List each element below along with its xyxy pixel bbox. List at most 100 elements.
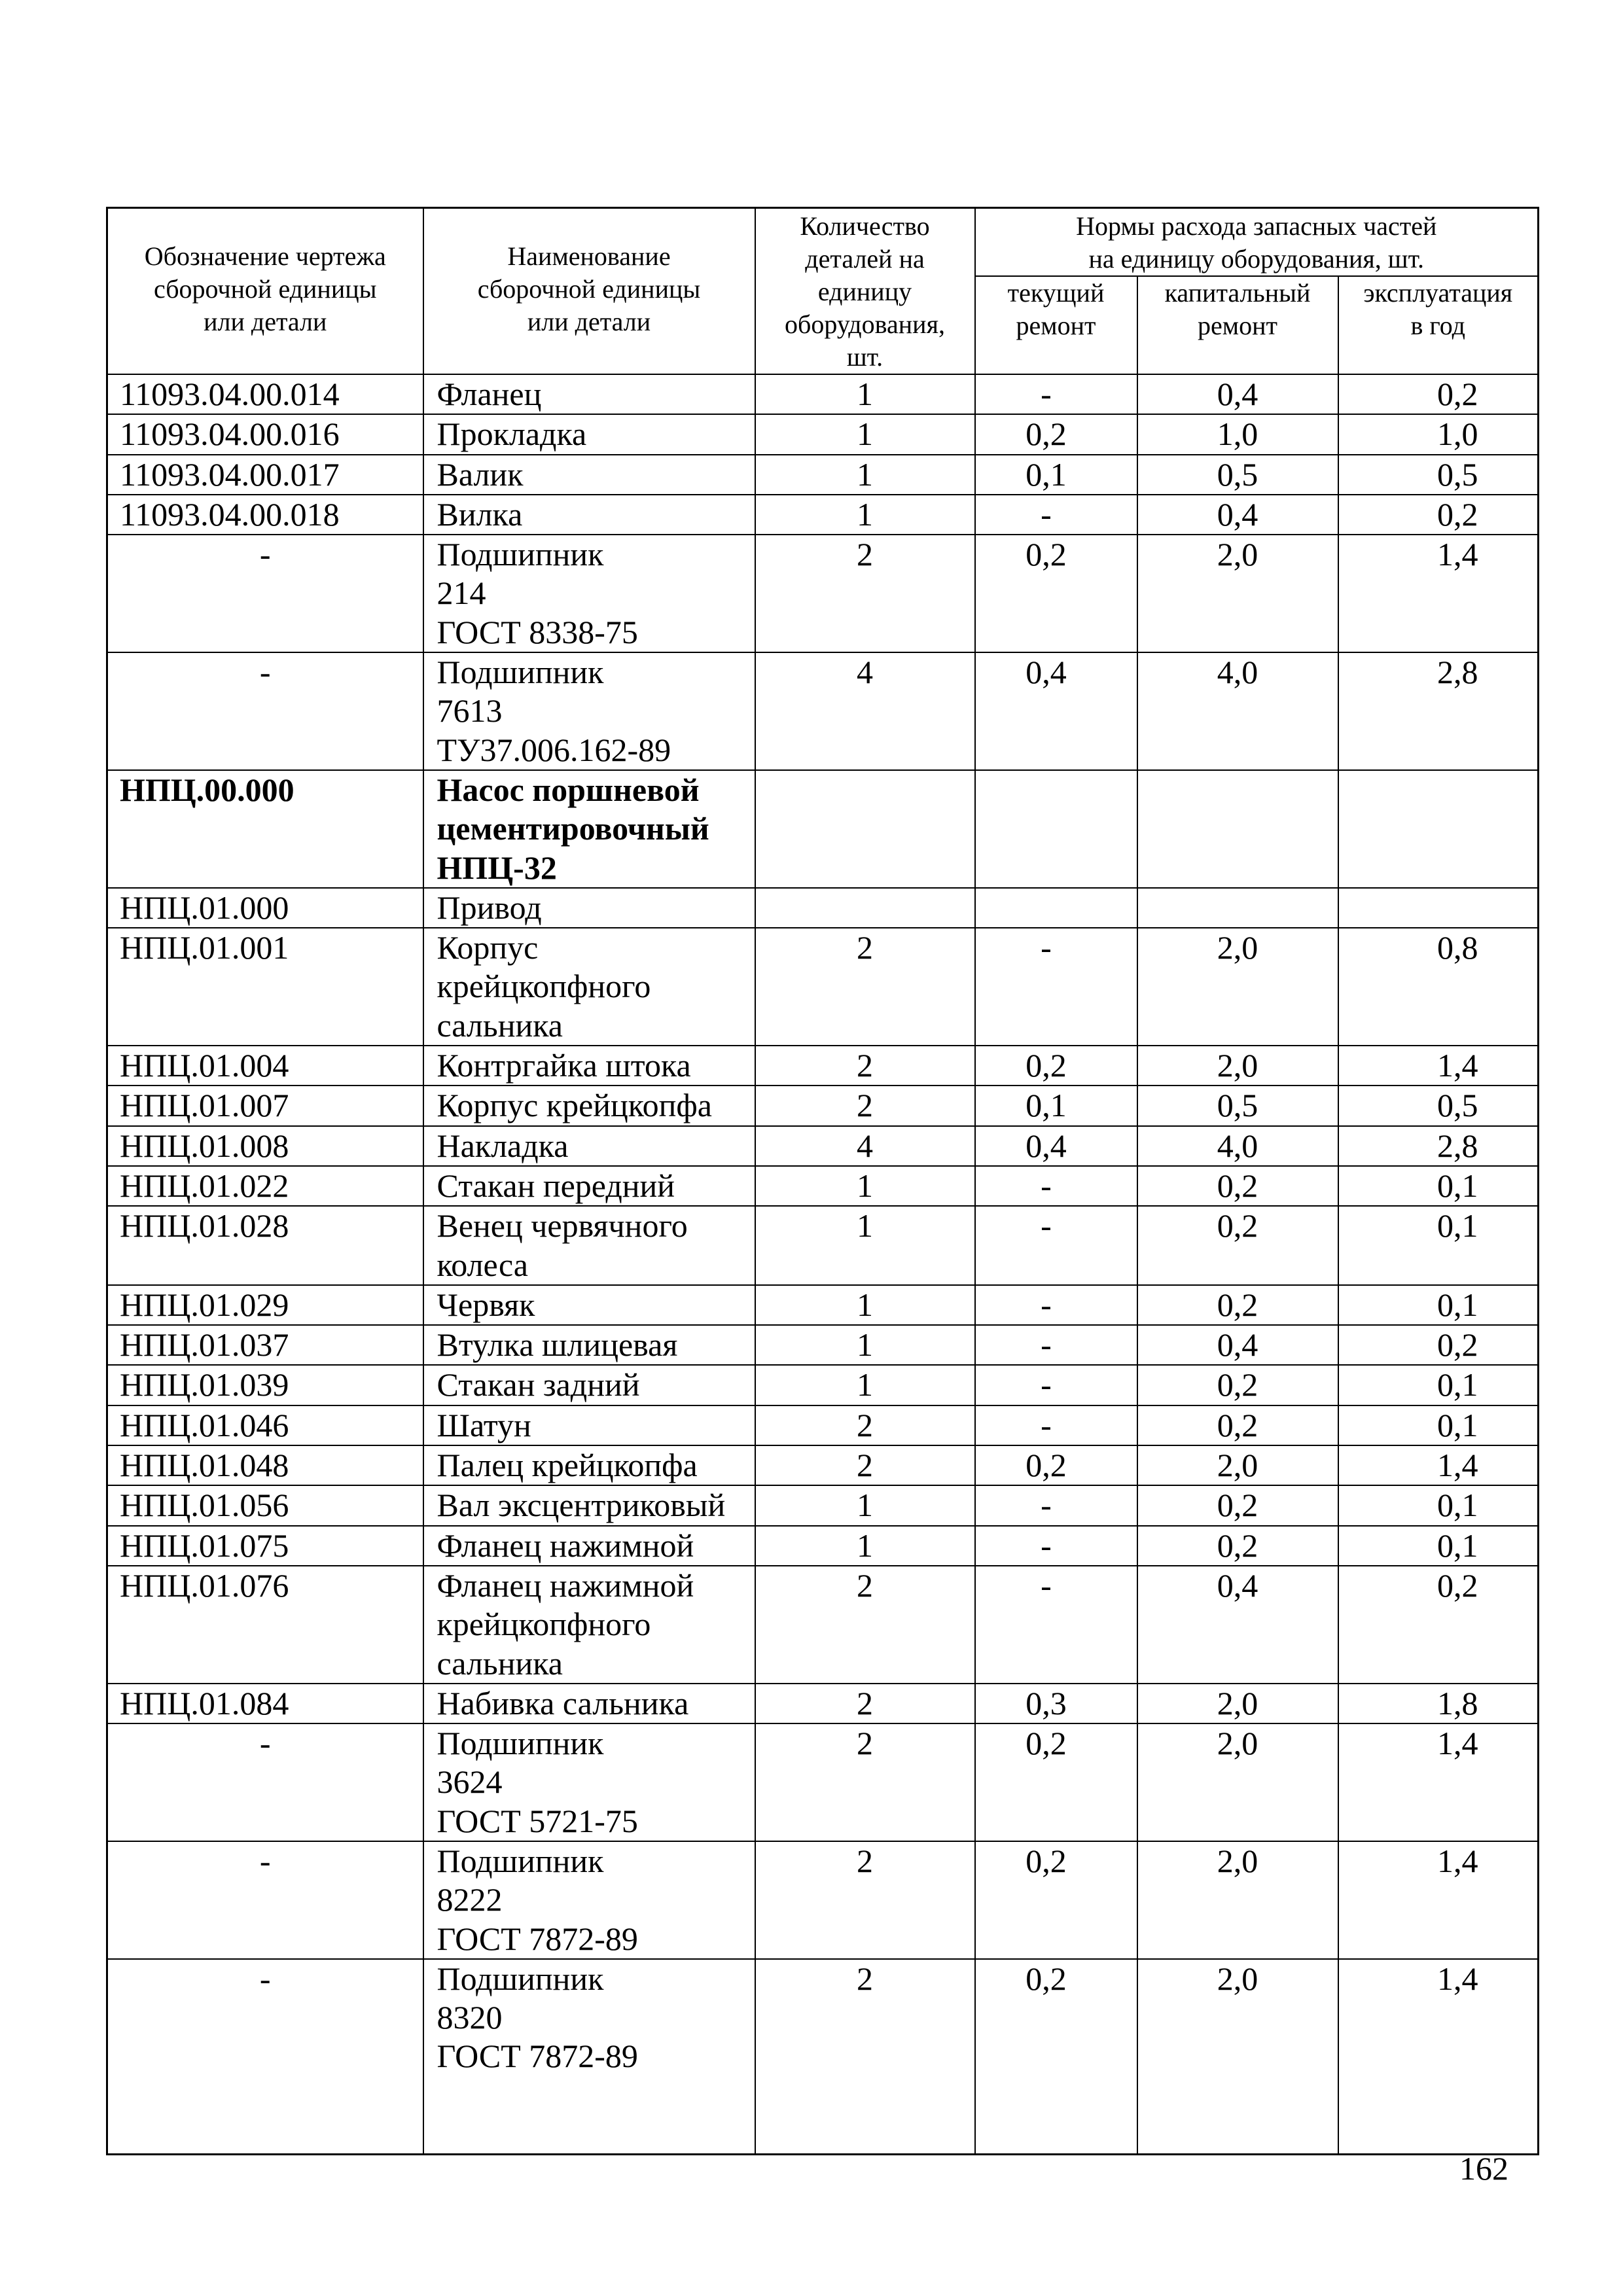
current-repair-cell: 0,1	[974, 1085, 1138, 1127]
drawing-code-cell: НПЦ.01.007	[106, 1085, 424, 1127]
drawing-code-cell: НПЦ.01.028	[106, 1205, 424, 1286]
drawing-code-cell: 11093.04.00.016	[106, 414, 424, 455]
header-name: Наименование сборочной единицы или детал…	[422, 207, 756, 375]
drawing-code-cell: НПЦ.01.004	[106, 1045, 424, 1087]
table-row: НПЦ.01.039 Стакан задний 1-0,2 0,1	[106, 1364, 1539, 1406]
capital-repair-cell: 0,2	[1136, 1404, 1339, 1447]
table-body: 11093.04.00.014 Фланец 1-0,4 0,2 11093.04.00…	[106, 373, 1539, 2155]
quantity-cell: 2	[754, 1564, 976, 1684]
table-row: НПЦ.00.000 Насос поршневой цементировочны…	[106, 769, 1539, 889]
header-current-repair: текущий ремонт	[974, 275, 1138, 375]
drawing-code-cell: НПЦ.01.046	[106, 1404, 424, 1447]
name-cell: Вал эксцентриковый	[422, 1485, 756, 1527]
current-repair-cell: -	[974, 373, 1138, 415]
name-cell: Стакан передний	[422, 1165, 756, 1207]
name-cell: Насос поршневой цементировочный НПЦ-32	[422, 769, 756, 889]
quantity-cell	[754, 887, 976, 929]
name-cell: Палец крейцкопфа	[422, 1445, 756, 1487]
quantity-cell: 1	[754, 1205, 976, 1286]
operation-cell: 1,4	[1337, 1723, 1539, 1842]
table-row: - Подшипник 8320 ГОСТ 7872-89 2 0,2 2,0 1,4	[106, 1958, 1539, 2155]
capital-repair-cell: 2,0	[1136, 1723, 1339, 1842]
operation-cell: 0,1	[1337, 1364, 1539, 1406]
quantity-cell: 1	[754, 1165, 976, 1207]
quantity-cell: 2	[754, 1404, 976, 1447]
current-repair-cell: 0,2	[974, 414, 1138, 455]
drawing-code-cell: НПЦ.01.001	[106, 927, 424, 1047]
operation-cell: 0,1	[1337, 1404, 1539, 1447]
name-cell: Корпус крейцкопфного сальника	[422, 927, 756, 1047]
name-cell: Втулка шлицевая	[422, 1324, 756, 1366]
drawing-code-cell: -	[106, 1840, 424, 1960]
table-row: НПЦ.01.076 Фланец нажимной крейцкопфного …	[106, 1564, 1539, 1684]
capital-repair-cell	[1136, 769, 1339, 889]
capital-repair-cell: 0,4	[1136, 1324, 1339, 1366]
current-repair-cell: -	[974, 493, 1138, 536]
capital-repair-cell	[1136, 887, 1339, 929]
quantity-cell: 1	[754, 414, 976, 455]
table-row: НПЦ.01.084 Набивка сальника 2 0,3 2,0 1,8	[106, 1682, 1539, 1725]
capital-repair-cell: 0,2	[1136, 1485, 1339, 1527]
table-row: 11093.04.00.014 Фланец 1-0,4 0,2	[106, 373, 1539, 415]
current-repair-cell: 0,2	[974, 534, 1138, 654]
table-row: НПЦ.01.008 Накладка 4 0,4 4,0 2,8	[106, 1125, 1539, 1167]
table-row: - Подшипник 3624 ГОСТ 5721-75 2 0,2 2,0 1,4	[106, 1723, 1539, 1842]
capital-repair-cell: 0,4	[1136, 493, 1339, 536]
operation-cell: 0,8	[1337, 927, 1539, 1047]
quantity-cell: 2	[754, 1840, 976, 1960]
name-cell: Подшипник 214 ГОСТ 8338-75	[422, 534, 756, 654]
drawing-code-cell: -	[106, 1958, 424, 2155]
quantity-cell: 2	[754, 927, 976, 1047]
operation-cell: 0,5	[1337, 453, 1539, 495]
name-cell: Привод	[422, 887, 756, 929]
current-repair-cell: 0,2	[974, 1045, 1138, 1087]
name-cell: Фланец нажимной	[422, 1525, 756, 1566]
drawing-code-cell: 11093.04.00.014	[106, 373, 424, 415]
capital-repair-cell: 0,4	[1136, 1564, 1339, 1684]
drawing-code-cell: -	[106, 652, 424, 771]
table-row: НПЦ.01.048 Палец крейцкопфа 2 0,2 2,0 1,4	[106, 1445, 1539, 1487]
capital-repair-cell: 2,0	[1136, 1840, 1339, 1960]
operation-cell: 0,2	[1337, 493, 1539, 536]
name-cell: Контргайка штока	[422, 1045, 756, 1087]
quantity-cell: 2	[754, 1723, 976, 1842]
capital-repair-cell: 2,0	[1136, 927, 1339, 1047]
table-row: НПЦ.01.046 Шатун 2-0,2 0,1	[106, 1404, 1539, 1447]
quantity-cell: 2	[754, 1045, 976, 1087]
table-row: НПЦ.01.028 Венец червячного колеса 1-0,2 0,…	[106, 1205, 1539, 1286]
operation-cell: 1,4	[1337, 1445, 1539, 1487]
quantity-cell: 2	[754, 1085, 976, 1127]
header-consumption-norms: Нормы расхода запасных частей на единицу…	[974, 207, 1539, 277]
operation-cell: 1,8	[1337, 1682, 1539, 1725]
operation-cell: 0,1	[1337, 1525, 1539, 1566]
table-row: 11093.04.00.016 Прокладка 1 0,2 1,0 1,0	[106, 414, 1539, 455]
page-number: 162	[1459, 2150, 1508, 2187]
table-row: НПЦ.01.004 Контргайка штока 2 0,2 2,0 1,4	[106, 1045, 1539, 1087]
operation-cell: 2,8	[1337, 1125, 1539, 1167]
operation-cell: 1,4	[1337, 534, 1539, 654]
operation-cell: 0,1	[1337, 1165, 1539, 1207]
name-cell: Подшипник 7613 ТУ37.006.162-89	[422, 652, 756, 771]
operation-cell: 0,1	[1337, 1205, 1539, 1286]
current-repair-cell: -	[974, 1284, 1138, 1326]
capital-repair-cell: 4,0	[1136, 1125, 1339, 1167]
name-cell: Стакан задний	[422, 1364, 756, 1406]
capital-repair-cell: 1,0	[1136, 414, 1339, 455]
capital-repair-cell: 0,2	[1136, 1525, 1339, 1566]
name-cell: Подшипник 8222 ГОСТ 7872-89	[422, 1840, 756, 1960]
drawing-code-cell: НПЦ.01.084	[106, 1682, 424, 1725]
operation-cell: 0,5	[1337, 1085, 1539, 1127]
capital-repair-cell: 0,2	[1136, 1205, 1339, 1286]
operation-cell: 1,4	[1337, 1958, 1539, 2155]
table-row: НПЦ.01.001 Корпус крейцкопфного сальника 2…	[106, 927, 1539, 1047]
current-repair-cell: 0,2	[974, 1958, 1138, 2155]
table-row: НПЦ.01.056 Вал эксцентриковый 1-0,2 0,1	[106, 1485, 1539, 1527]
operation-cell: 0,1	[1337, 1284, 1539, 1326]
table-row: НПЦ.01.029 Червяк 1-0,2 0,1	[106, 1284, 1539, 1326]
name-cell: Подшипник 8320 ГОСТ 7872-89	[422, 1958, 756, 2155]
capital-repair-cell: 0,2	[1136, 1364, 1339, 1406]
drawing-code-cell: НПЦ.01.022	[106, 1165, 424, 1207]
current-repair-cell: -	[974, 1364, 1138, 1406]
table-row: - Подшипник 7613 ТУ37.006.162-89 4 0,4 4,0 2,…	[106, 652, 1539, 771]
current-repair-cell: -	[974, 927, 1138, 1047]
